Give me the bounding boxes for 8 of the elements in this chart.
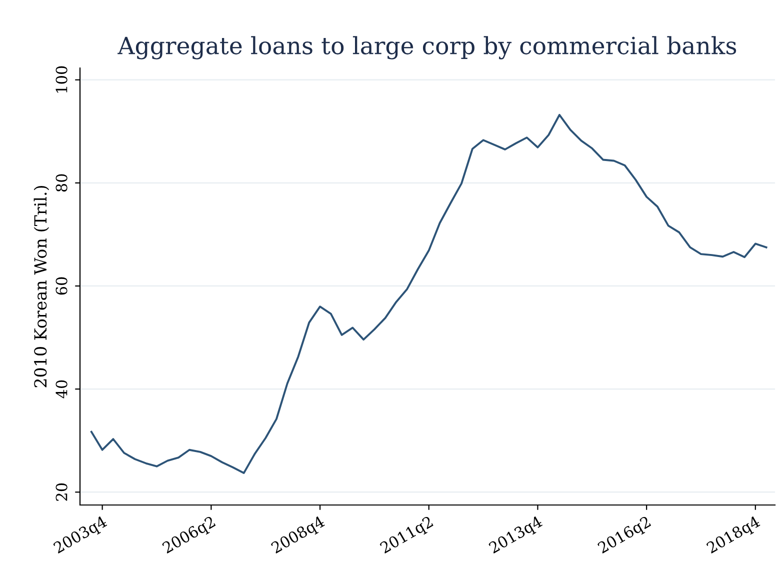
y-tick-label: 20 <box>56 483 68 501</box>
line-series <box>90 114 768 474</box>
y-tick-label: 40 <box>56 380 68 398</box>
chart-title: Aggregate loans to large corp by commercial banks <box>118 36 736 60</box>
y-tick-label: 100 <box>56 66 68 93</box>
y-tick-label: 80 <box>56 174 68 192</box>
y-tick-label: 60 <box>56 277 68 295</box>
y-axis-title: 2010 Korean Won (Tril.) <box>34 186 50 388</box>
